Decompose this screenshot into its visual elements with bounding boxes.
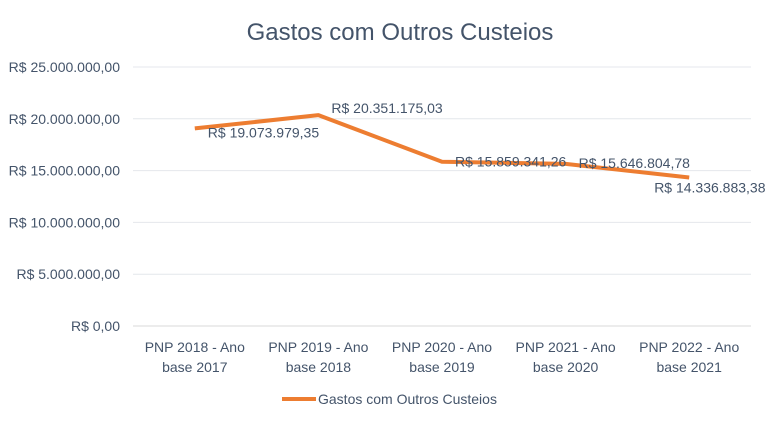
x-tick-label: base 2020 bbox=[533, 359, 599, 375]
x-tick-label: PNP 2019 - Ano bbox=[268, 339, 368, 355]
data-label: R$ 15.859.341,26 bbox=[455, 154, 567, 170]
x-tick-label: base 2017 bbox=[162, 359, 228, 375]
y-tick-label: R$ 15.000.000,00 bbox=[9, 163, 121, 179]
data-label: R$ 15.646.804,78 bbox=[579, 155, 691, 171]
y-tick-label: R$ 20.000.000,00 bbox=[9, 111, 121, 127]
data-label: R$ 14.336.883,38 bbox=[654, 179, 766, 195]
x-tick-label: PNP 2020 - Ano bbox=[392, 339, 492, 355]
legend: Gastos com Outros Custeios bbox=[282, 391, 497, 407]
y-tick-label: R$ 10.000.000,00 bbox=[9, 214, 121, 230]
y-tick-label: R$ 0,00 bbox=[71, 318, 120, 334]
data-label: R$ 20.351.175,03 bbox=[331, 100, 443, 116]
x-tick-label: PNP 2018 - Ano bbox=[145, 339, 245, 355]
x-tick-label: base 2019 bbox=[409, 359, 475, 375]
x-tick-label: base 2018 bbox=[286, 359, 352, 375]
data-label: R$ 19.073.979,35 bbox=[208, 124, 320, 140]
y-tick-label: R$ 5.000.000,00 bbox=[16, 266, 120, 282]
x-tick-label: PNP 2022 - Ano bbox=[639, 339, 739, 355]
legend-label: Gastos com Outros Custeios bbox=[318, 391, 497, 407]
chart-title: Gastos com Outros Custeios bbox=[247, 19, 554, 46]
x-tick-label: PNP 2021 - Ano bbox=[516, 339, 616, 355]
x-tick-label: base 2021 bbox=[656, 359, 722, 375]
y-tick-label: R$ 25.000.000,00 bbox=[9, 59, 121, 75]
